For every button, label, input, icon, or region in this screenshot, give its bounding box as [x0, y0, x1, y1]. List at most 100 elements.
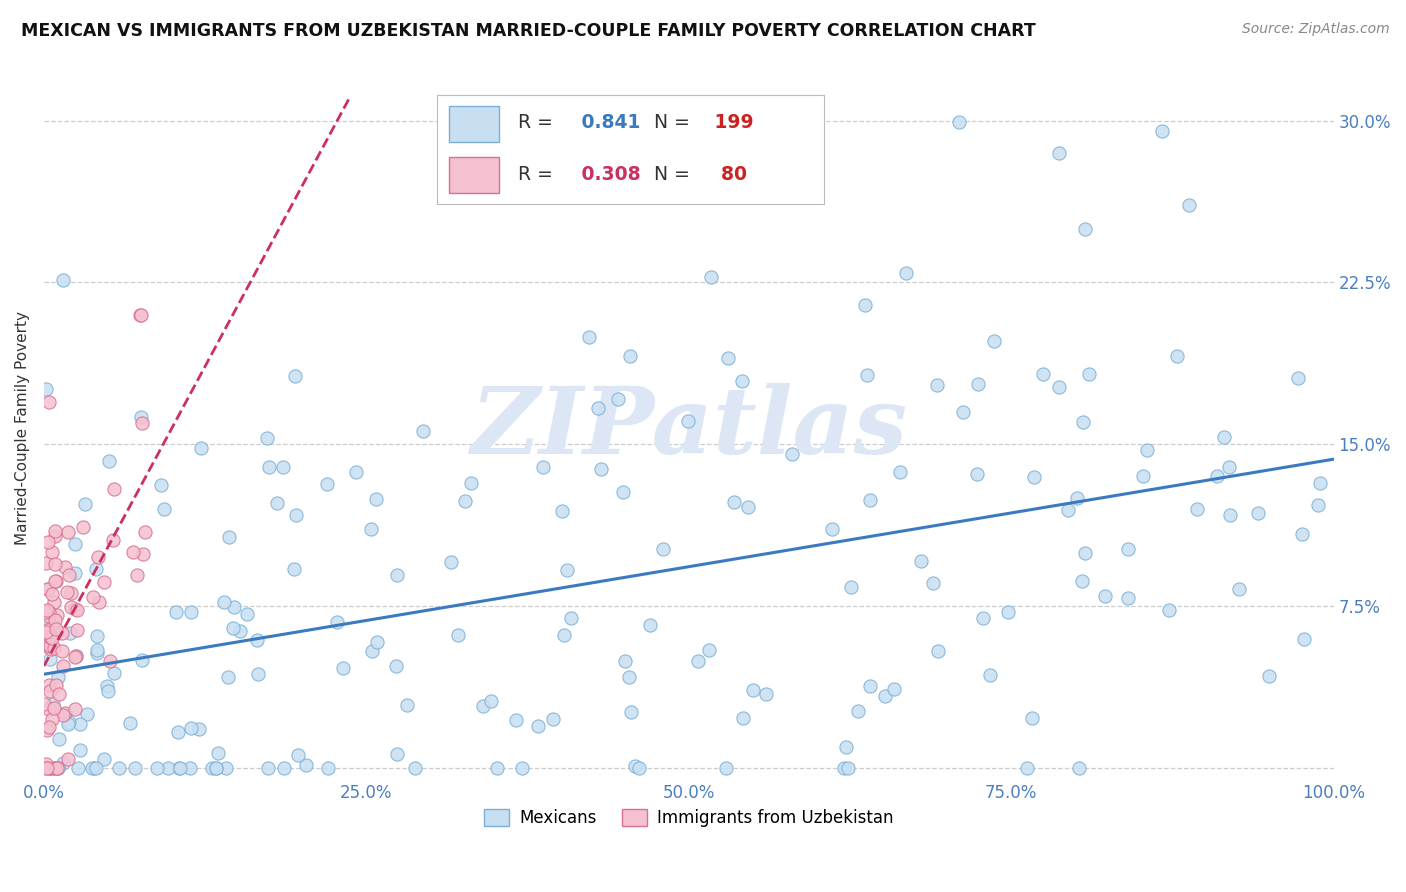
Point [717, 351, 740, 366]
Point [471, 699, 494, 714]
Point [586, 401, 609, 415]
Point [821, 522, 844, 536]
Point [38, 608, 60, 623]
Point [103, 533, 125, 548]
Point [38, 701, 60, 715]
Point [1309, 476, 1331, 491]
Point [832, 761, 855, 775]
Point [1070, 574, 1092, 588]
Point [207, 746, 229, 760]
Point [266, 495, 288, 509]
Point [153, 502, 176, 516]
Point [952, 405, 974, 419]
Point [1073, 546, 1095, 560]
Point [837, 761, 859, 775]
Point [34, 626, 56, 640]
Point [59, 625, 82, 640]
Point [86, 561, 108, 575]
Point [80, 761, 103, 775]
Point [42, 698, 65, 712]
Point [52, 756, 75, 770]
Point [560, 611, 582, 625]
Point [34, 636, 56, 650]
Point [37, 623, 59, 637]
Point [859, 493, 882, 508]
Point [387, 747, 409, 762]
Point [46, 761, 69, 775]
Point [39, 652, 62, 666]
Point [129, 409, 152, 424]
Point [157, 761, 180, 775]
Point [125, 567, 148, 582]
Point [34, 697, 56, 711]
Point [1047, 379, 1070, 393]
Point [910, 554, 932, 568]
Point [34, 625, 56, 640]
Point [652, 542, 675, 557]
Point [385, 659, 408, 673]
Point [224, 600, 246, 615]
Point [45, 607, 67, 622]
Point [859, 680, 882, 694]
Point [56, 524, 79, 539]
Point [846, 704, 869, 718]
Point [731, 375, 754, 389]
Point [387, 568, 409, 582]
Point [983, 334, 1005, 348]
Point [58, 715, 80, 730]
Point [38, 678, 60, 692]
Point [87, 595, 110, 609]
Point [553, 628, 575, 642]
Point [855, 368, 877, 382]
Point [780, 447, 803, 461]
Point [122, 544, 145, 558]
Point [201, 761, 224, 775]
Point [93, 752, 115, 766]
Point [165, 605, 187, 619]
Point [285, 508, 308, 522]
Point [167, 725, 190, 739]
Point [1213, 429, 1236, 443]
Point [38, 683, 60, 698]
Point [39, 639, 62, 653]
Point [1218, 459, 1240, 474]
Point [967, 377, 990, 392]
Point [316, 477, 339, 491]
Point [128, 308, 150, 322]
Point [167, 761, 190, 775]
Text: Source: ZipAtlas.com: Source: ZipAtlas.com [1241, 22, 1389, 37]
Point [1152, 124, 1174, 138]
Point [479, 694, 502, 708]
Point [271, 460, 294, 475]
Point [205, 761, 228, 775]
Point [485, 761, 508, 775]
Point [69, 716, 91, 731]
Point [1057, 502, 1080, 516]
Point [52, 659, 75, 673]
Point [169, 761, 191, 775]
Point [45, 622, 67, 636]
Point [1118, 591, 1140, 605]
Point [1022, 470, 1045, 484]
Point [555, 563, 578, 577]
Point [35, 757, 58, 772]
Point [35, 603, 58, 617]
Point [360, 644, 382, 658]
Point [927, 643, 949, 657]
Point [58, 752, 80, 766]
Point [714, 761, 737, 775]
Point [65, 649, 87, 664]
Point [360, 522, 382, 536]
Point [284, 369, 307, 384]
Point [755, 687, 778, 701]
Point [86, 642, 108, 657]
Point [1021, 711, 1043, 725]
Point [44, 574, 66, 589]
Point [53, 706, 76, 721]
Point [700, 270, 723, 285]
Point [1291, 527, 1313, 541]
Point [53, 559, 76, 574]
Point [48, 687, 70, 701]
Point [1177, 198, 1199, 212]
Point [45, 574, 67, 588]
